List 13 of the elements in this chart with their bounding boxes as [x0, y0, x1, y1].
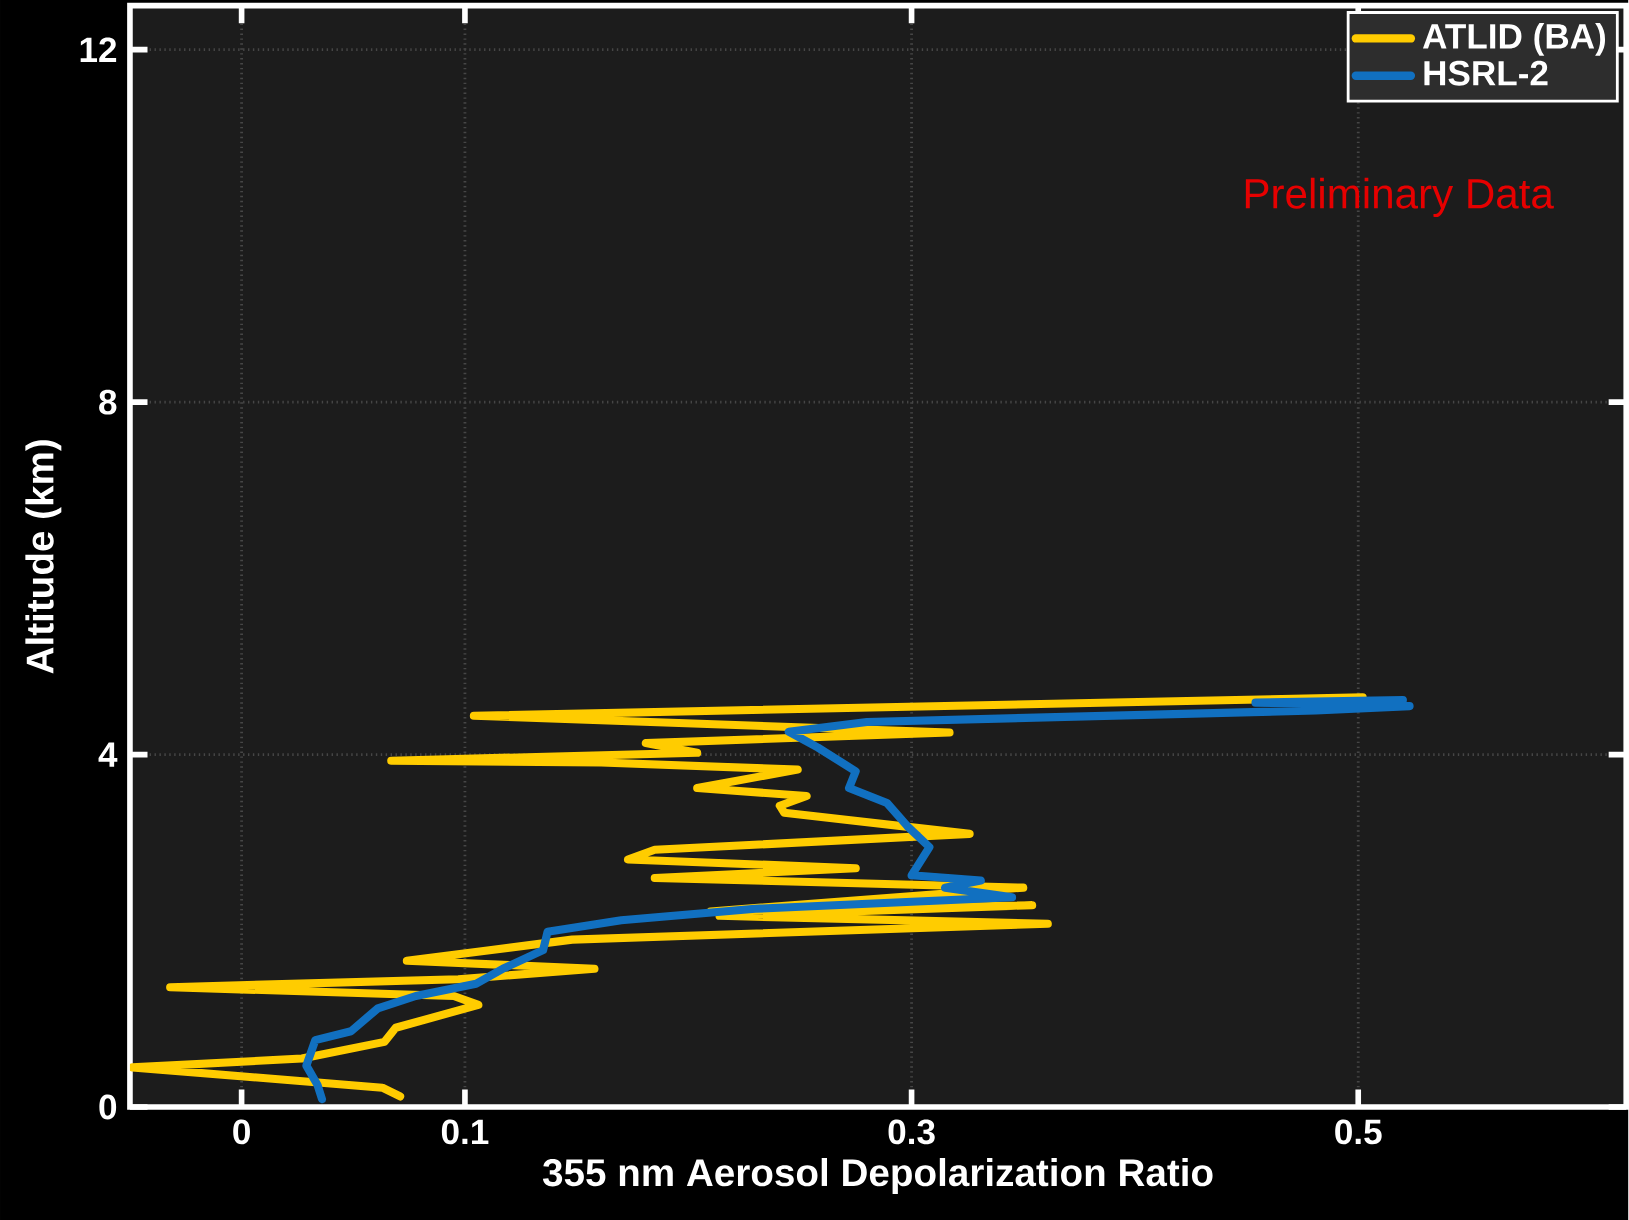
legend-label: ATLID (BA)	[1422, 22, 1606, 56]
annotation: Preliminary Data	[1245, 177, 1554, 217]
x-tick-label: 0.3	[888, 1119, 935, 1145]
y-tick-label: 4	[98, 742, 118, 767]
x-tick-label: 0.1	[441, 1119, 489, 1145]
x-tick-label: 0	[233, 1119, 250, 1145]
x-axis-title: 355 nm Aerosol Depolarization Ratio	[542, 1157, 1213, 1194]
y-axis-title: Altitude (km)	[25, 440, 62, 674]
y-tick-label: 0	[99, 1094, 117, 1120]
legend-label: HSRL-2	[1424, 60, 1548, 86]
x-tick-label: 0.5	[1335, 1119, 1382, 1145]
y-tick-label: 12	[80, 37, 117, 62]
y-tick-label: 8	[99, 389, 117, 415]
